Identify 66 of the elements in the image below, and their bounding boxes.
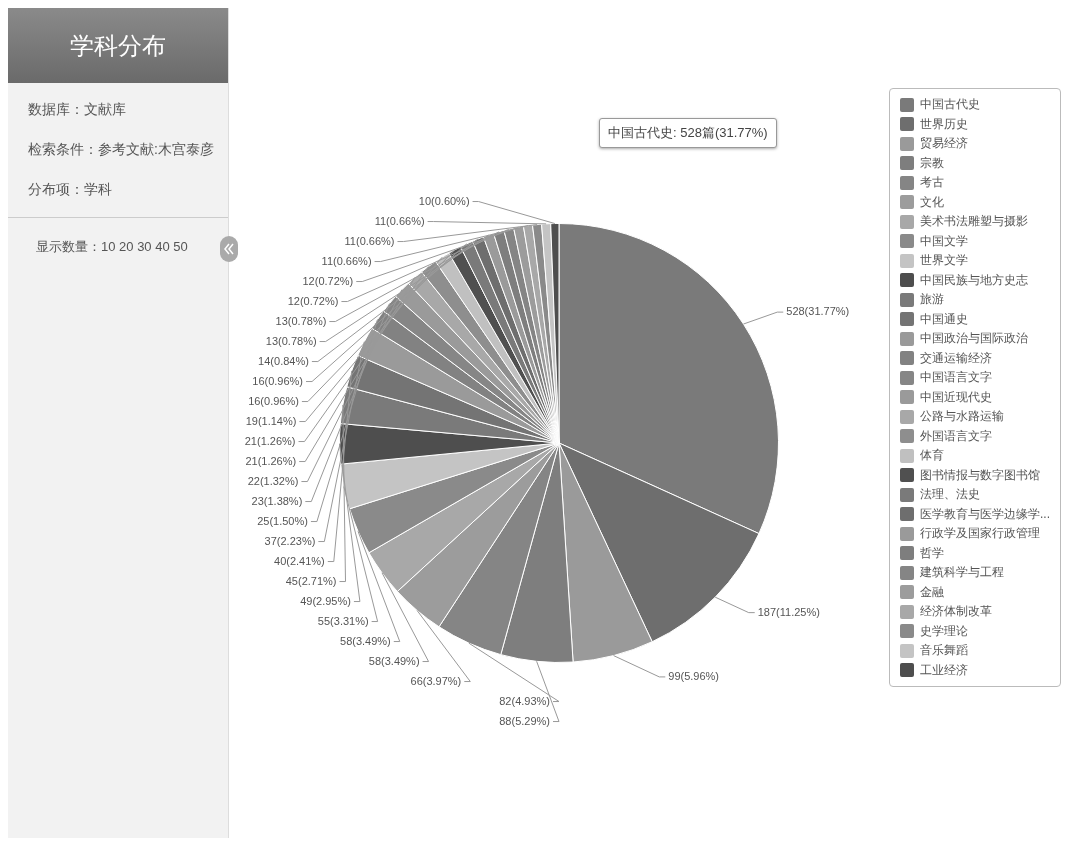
legend-label: 建筑科学与工程 <box>920 564 1004 582</box>
data-label: 187(11.25%) <box>757 605 820 618</box>
data-label: 13(0.78%) <box>275 314 327 327</box>
legend-label: 考古 <box>920 174 944 192</box>
data-label: 58(3.49%) <box>368 654 420 667</box>
legend-label: 医学教育与医学边缘学... <box>920 505 1051 523</box>
legend-label: 工业经济 <box>920 661 968 679</box>
legend-label: 贸易经济 <box>920 135 968 153</box>
legend-label: 音乐舞蹈 <box>920 642 968 660</box>
data-label: 528(31.77%) <box>786 305 850 318</box>
legend-label: 哲学 <box>920 544 944 562</box>
legend-label: 中国语言文字 <box>920 369 992 387</box>
data-label: 66(3.97%) <box>410 674 462 687</box>
data-label: 49(2.95%) <box>300 594 351 607</box>
legend-label: 中国政治与国际政治 <box>920 330 1028 348</box>
legend-label: 中国古代史 <box>920 96 980 114</box>
data-label: 40(2.41%) <box>274 554 325 567</box>
data-label: 22(1.32%) <box>247 474 299 487</box>
text: 中国古代史: 528篇(31.77%) <box>599 118 777 148</box>
text: 分布项：学科 <box>27 180 113 199</box>
data-label: 19(1.14%) <box>245 414 297 427</box>
legend-label: 公路与水路运输 <box>920 408 1004 426</box>
legend-label: 史学理论 <box>920 622 968 640</box>
legend-label: 中国民族与地方史志 <box>920 271 1028 289</box>
data-label: 16(0.96%) <box>248 394 299 407</box>
legend-label: 行政学及国家行政管理 <box>920 525 1040 543</box>
legend-label: 图书情报与数字图书馆 <box>920 466 1040 484</box>
data-label: 14(0.84%) <box>258 354 309 367</box>
legend-label: 旅游 <box>920 291 944 309</box>
legend-label: 宗教 <box>920 154 944 172</box>
legend-label: 外国语言文字 <box>920 427 992 445</box>
text: 数据库：文献库 <box>27 100 127 119</box>
data-label: 11(0.66%) <box>344 234 395 247</box>
legend-label: 中国文学 <box>920 232 968 250</box>
legend-label: 经济体制改革 <box>920 603 992 621</box>
data-label: 37(2.23%) <box>264 534 316 547</box>
data-label: 21(1.26%) <box>244 434 296 447</box>
data-label: 82(4.93%) <box>499 694 550 707</box>
data-label: 55(3.31%) <box>317 614 369 627</box>
data-label: 45(2.71%) <box>285 574 337 587</box>
text: 显示数量：10 20 30 40 50 <box>8 217 228 256</box>
data-label: 58(3.49%) <box>340 634 391 647</box>
legend-label: 美术书法雕塑与摄影 <box>920 213 1028 231</box>
data-label: 11(0.66%) <box>321 254 372 267</box>
data-label: 12(0.72%) <box>302 274 354 287</box>
data-label: 13(0.78%) <box>265 334 317 347</box>
data-label: 12(0.72%) <box>287 294 339 307</box>
legend-label: 金融 <box>920 583 944 601</box>
data-label: 25(1.50%) <box>257 514 308 527</box>
data-label: 21(1.26%) <box>245 454 297 467</box>
legend-label: 法理、法史 <box>920 486 980 504</box>
data-label: 99(5.96%) <box>668 669 720 682</box>
legend-label: 世界历史 <box>920 115 968 133</box>
legend-label: 世界文学 <box>920 252 968 270</box>
legend-label: 交通运输经济 <box>920 349 992 367</box>
chart-title: 学科分布 <box>8 8 228 83</box>
data-label: 16(0.96%) <box>252 374 304 387</box>
text: 检索条件：参考文献:木宫泰彦 <box>27 140 215 159</box>
data-label: 10(0.60%) <box>418 194 470 207</box>
legend-label: 文化 <box>920 193 944 211</box>
data-label: 88(5.29%) <box>499 714 550 727</box>
data-label: 11(0.66%) <box>374 214 425 227</box>
legend-label: 中国通史 <box>920 310 968 328</box>
legend-label: 体育 <box>920 447 944 465</box>
legend-label: 中国近现代史 <box>920 388 992 406</box>
data-label: 23(1.38%) <box>251 494 303 507</box>
